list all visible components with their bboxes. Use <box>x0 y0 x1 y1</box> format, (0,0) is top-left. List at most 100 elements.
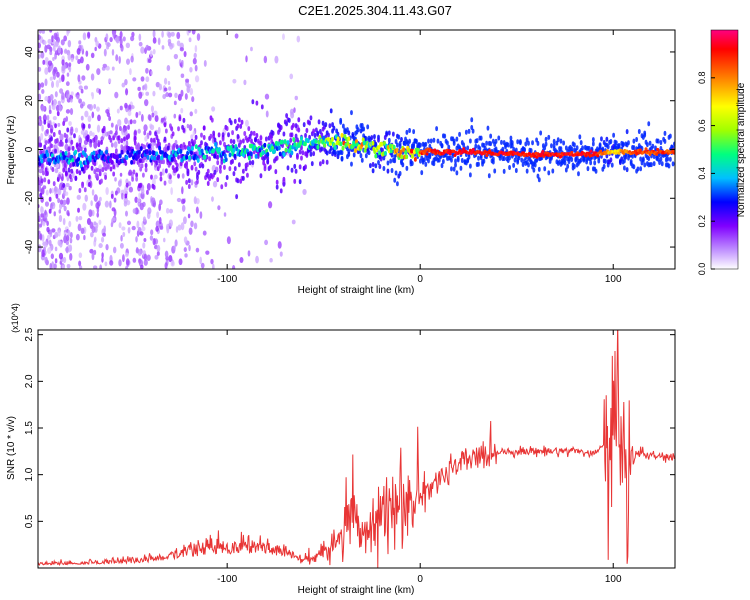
heatmap-cell <box>130 55 134 63</box>
heatmap-cell <box>147 207 152 215</box>
heatmap-cell <box>188 30 192 34</box>
heatmap-cell <box>286 165 290 171</box>
heatmap-cell <box>74 175 78 181</box>
heatmap-cell <box>127 145 131 151</box>
heatmap-cell <box>130 159 134 165</box>
heatmap-cell <box>237 117 241 123</box>
heatmap-cell <box>293 163 297 169</box>
heatmap-cell <box>299 136 303 141</box>
heatmap-cell <box>223 212 227 217</box>
heatmap-cell <box>93 161 97 167</box>
heatmap-cell <box>240 119 244 125</box>
heatmap-cell <box>497 135 501 141</box>
heatmap-cell <box>441 158 445 164</box>
heatmap-cell <box>293 107 296 113</box>
heatmap-cell <box>141 226 146 232</box>
heatmap-cell <box>521 161 525 167</box>
heatmap-cell <box>390 167 394 173</box>
heatmap-cell <box>500 139 503 145</box>
heatmap-cell <box>119 31 123 39</box>
heatmap-cell <box>305 128 309 134</box>
heatmap-cell <box>148 130 152 136</box>
heatmap-cell <box>293 178 297 184</box>
heatmap-cell <box>127 134 130 140</box>
heatmap-cell <box>290 132 294 138</box>
heatmap-cell <box>155 220 160 228</box>
heatmap-cell <box>136 220 140 229</box>
heatmap-cell <box>559 138 563 144</box>
heatmap-cell <box>485 153 489 158</box>
heatmap-cell <box>38 244 42 253</box>
heatmap-cell <box>263 55 268 64</box>
heatmap-cell <box>597 158 601 164</box>
heatmap-cell <box>196 175 199 181</box>
heatmap-cell <box>279 251 283 257</box>
heatmap-cell <box>274 55 279 64</box>
heatmap-cell <box>475 138 479 144</box>
heatmap-cell <box>378 150 382 156</box>
heatmap-cell <box>397 134 401 140</box>
heatmap-cell <box>137 128 141 134</box>
heatmap-cell <box>276 141 280 147</box>
heatmap-cell <box>70 98 73 103</box>
heatmap-cell <box>423 157 426 163</box>
heatmap-cell <box>510 140 514 146</box>
heatmap-cell <box>126 220 132 226</box>
heatmap-cell <box>78 170 82 176</box>
heatmap-cell <box>610 162 614 168</box>
heatmap-cell <box>69 253 73 261</box>
heatmap-cell <box>76 94 80 100</box>
heatmap-cell <box>64 171 68 177</box>
heatmap-cell <box>297 127 301 133</box>
heatmap-cell <box>113 197 117 203</box>
heatmap-cell <box>130 104 135 110</box>
heatmap-cell <box>140 187 145 195</box>
heatmap-cell <box>41 249 45 258</box>
heatmap-cell <box>525 168 529 174</box>
heatmap-cell <box>52 99 57 106</box>
heatmap-cell <box>60 39 65 46</box>
heatmap-cell <box>196 178 199 184</box>
heatmap-cell <box>105 109 110 114</box>
heatmap-cell <box>49 76 53 81</box>
heatmap-cell <box>468 138 472 144</box>
heatmap-cell <box>477 161 480 167</box>
heatmap-cell <box>552 138 556 144</box>
heatmap-cell <box>265 110 269 118</box>
heatmap-cell <box>232 171 236 177</box>
heatmap-cell <box>135 172 139 178</box>
heatmap-cell <box>80 88 84 94</box>
heatmap-cell <box>641 157 645 163</box>
heatmap-cell <box>125 42 131 49</box>
heatmap-cell <box>152 237 156 246</box>
heatmap-cell <box>450 166 453 172</box>
heatmap-cell <box>93 140 98 149</box>
heatmap-cell <box>110 122 114 128</box>
heatmap-cell <box>454 162 457 168</box>
heatmap-cell <box>275 155 279 161</box>
heatmap-cell <box>132 169 136 175</box>
heatmap-cell <box>114 190 118 196</box>
heatmap-cell <box>60 141 64 147</box>
heatmap-cell <box>46 152 50 158</box>
heatmap-cell <box>109 166 113 172</box>
heatmap-cell <box>189 66 193 73</box>
heatmap-cell <box>174 92 178 98</box>
heatmap-cell <box>163 122 167 128</box>
heatmap-cell <box>173 113 177 119</box>
heatmap-cell <box>146 189 149 195</box>
heatmap-cell <box>362 126 366 132</box>
heatmap-cell <box>455 136 459 142</box>
heatmap-cell <box>433 148 437 152</box>
heatmap-cell <box>391 131 395 137</box>
heatmap-cell <box>67 40 72 48</box>
heatmap-cell <box>216 177 220 183</box>
heatmap-cell <box>259 173 263 179</box>
heatmap-cell <box>153 155 157 161</box>
heatmap-cell <box>387 130 391 136</box>
heatmap-cell <box>395 148 399 153</box>
spectrogram-y-tick-label: 20 <box>24 95 35 107</box>
heatmap-cell <box>108 115 112 121</box>
heatmap-cell <box>362 140 366 146</box>
heatmap-cell <box>129 68 132 76</box>
